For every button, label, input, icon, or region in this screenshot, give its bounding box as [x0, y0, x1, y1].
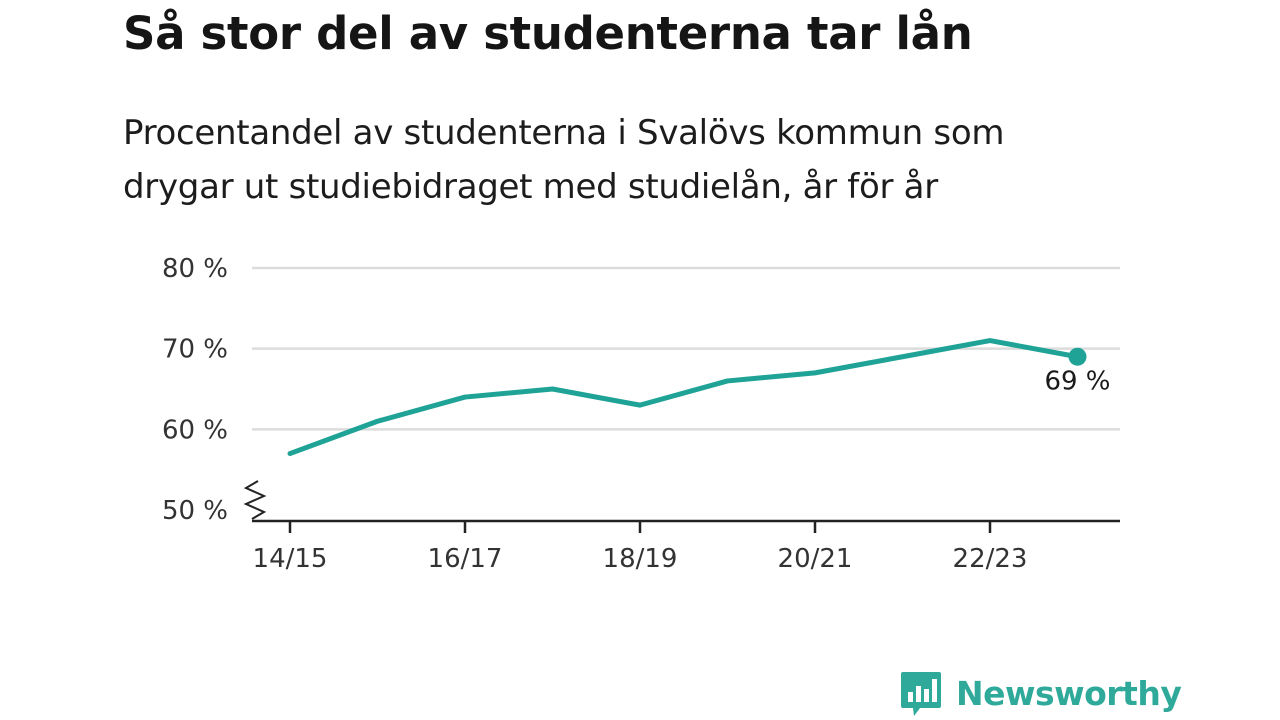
y-tick-label: 60 % [162, 415, 228, 445]
x-tick-label: 18/19 [603, 544, 678, 574]
chart-title: Så stor del av studenterna tar lån [123, 7, 973, 60]
end-point-marker [1068, 347, 1087, 366]
x-tick-label: 16/17 [428, 544, 503, 574]
bar-chart-speech-bubble-icon [901, 672, 941, 716]
x-tick-label: 20/21 [778, 544, 853, 574]
x-tick-label: 22/23 [953, 544, 1028, 574]
end-value-label: 69 % [1044, 367, 1110, 397]
y-tick-label: 50 % [162, 496, 228, 526]
chart-subtitle: Procentandel av studenterna i Svalövs ko… [123, 113, 1005, 207]
series-line [287, 338, 1080, 457]
newsworthy-logo: Newsworthy [900, 668, 1182, 718]
y-axis-tick-labels: 80 % 70 % 60 % 50 % [162, 254, 228, 526]
x-tick-label: 14/15 [253, 544, 328, 574]
gridlines [252, 266, 1120, 431]
data-labels: 69 % [1044, 367, 1110, 397]
series-line-group [287, 338, 1087, 457]
axis-break-icon [243, 480, 267, 520]
x-axis-tick-labels: 14/15 16/17 18/19 20/21 22/23 [253, 544, 1028, 574]
x-axis [243, 480, 1120, 533]
y-tick-label: 70 % [162, 335, 228, 365]
brand-name: Newsworthy [956, 673, 1182, 713]
y-tick-label: 80 % [162, 254, 228, 284]
